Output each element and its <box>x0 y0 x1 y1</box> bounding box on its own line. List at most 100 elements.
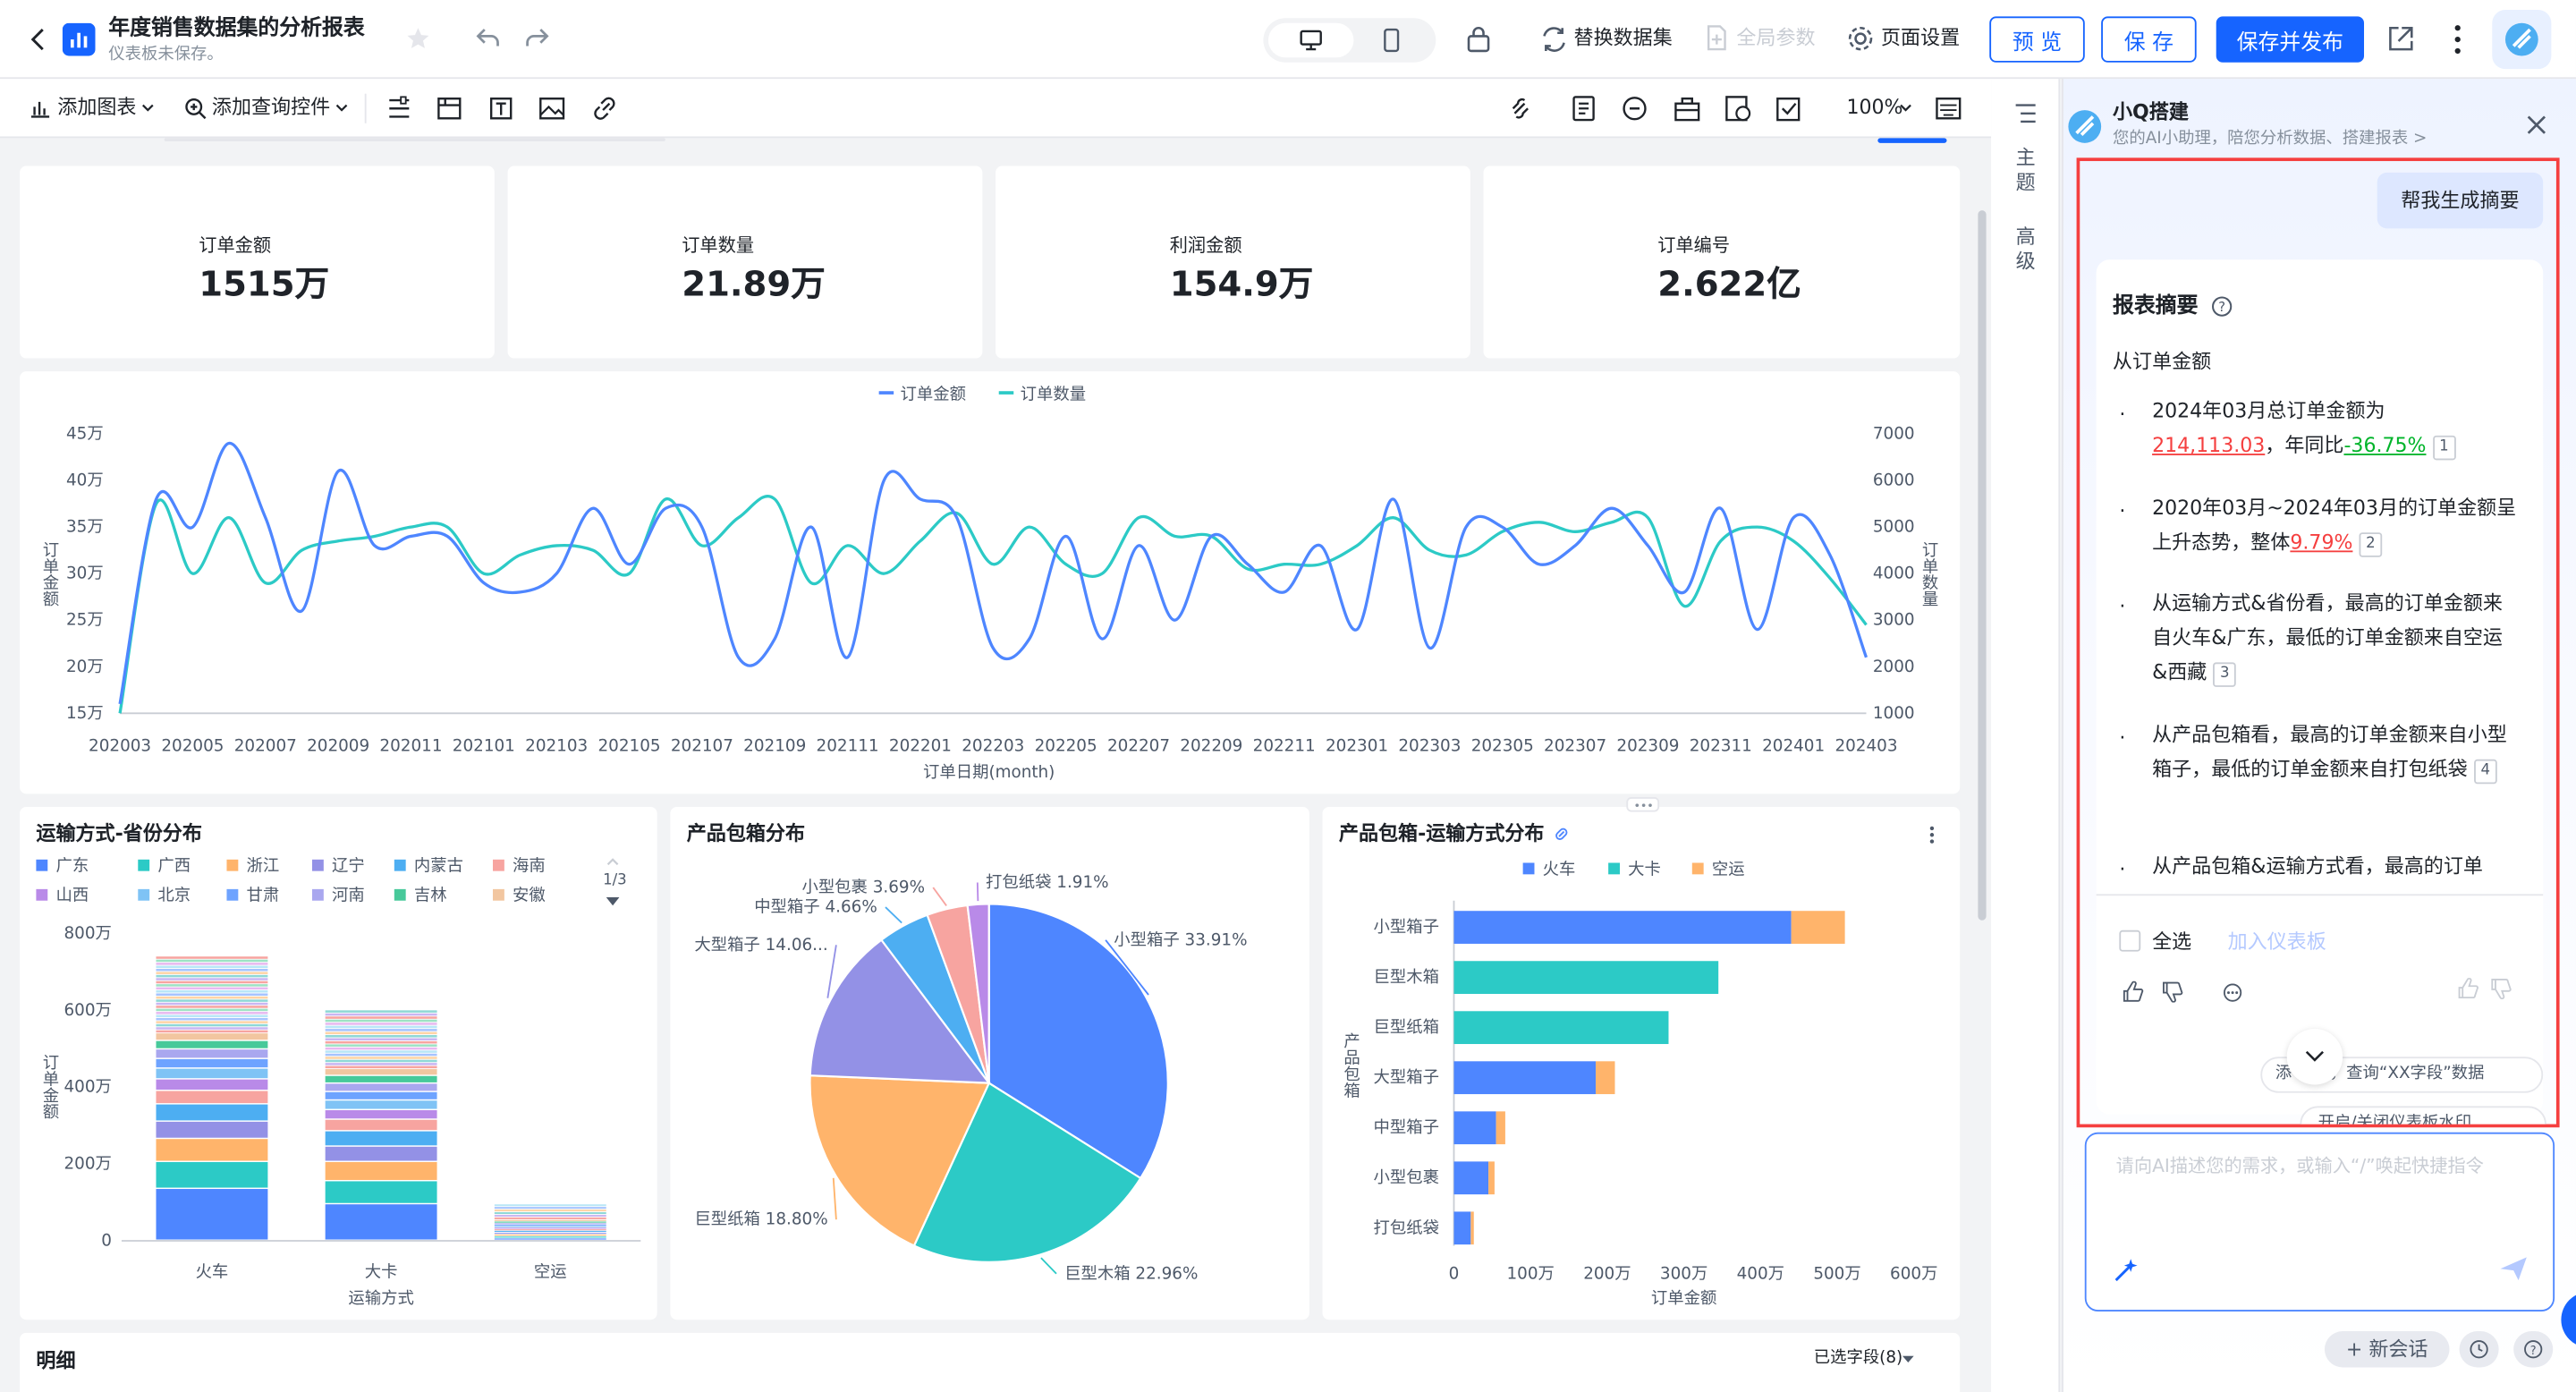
desktop-view-button[interactable] <box>1267 22 1354 58</box>
thumbs-up-icon[interactable] <box>2458 978 2479 999</box>
thumbs-down-icon[interactable] <box>2162 981 2183 1003</box>
legend-item[interactable]: 内蒙古 <box>394 859 463 876</box>
search-icon <box>185 98 207 120</box>
drag-handle[interactable] <box>1626 796 1660 812</box>
new-chat-button[interactable]: + 新会话 <box>2324 1331 2450 1368</box>
legend-item[interactable]: 海南 <box>493 859 546 876</box>
legend-next-icon[interactable] <box>606 897 620 907</box>
redo-icon[interactable] <box>524 26 550 49</box>
citation-tag[interactable]: 3 <box>2213 662 2236 687</box>
page-settings-button[interactable]: 页面设置 <box>1881 26 1961 50</box>
pie-slice <box>912 1082 1142 1263</box>
y-tick-label: 800万 <box>64 924 111 943</box>
more-vertical-icon[interactable] <box>1928 825 1935 845</box>
legend-item[interactable]: 山西 <box>36 888 89 905</box>
add-to-dashboard-button[interactable]: 加入仪表板 <box>2227 929 2326 954</box>
citation-tag[interactable]: 2 <box>2359 532 2382 557</box>
bar-segment <box>1488 1161 1495 1195</box>
assistant-subtitle[interactable]: 您的AI小助理，陪您分析数据、搭建报表 > <box>2112 130 2428 149</box>
thumbs-up-icon[interactable] <box>2123 980 2144 1003</box>
save-publish-button[interactable]: 保存并发布 <box>2216 16 2365 63</box>
replace-dataset-button[interactable]: 替换数据集 <box>1573 26 1673 50</box>
send-icon[interactable] <box>2499 1256 2529 1282</box>
image-icon[interactable] <box>538 97 565 120</box>
floating-side-button[interactable] <box>2561 1291 2576 1348</box>
link-icon[interactable] <box>591 96 617 122</box>
detail-table-card[interactable]: 明细 已选字段(8) <box>20 1332 1961 1392</box>
legend-item[interactable]: 河南 <box>311 888 365 905</box>
external-link-icon[interactable] <box>2387 25 2415 53</box>
scroll-down-button[interactable] <box>2286 1029 2343 1085</box>
citation-tag[interactable]: 1 <box>2432 435 2456 461</box>
legend-item[interactable]: 吉林 <box>394 888 447 905</box>
mobile-icon[interactable] <box>1384 28 1400 53</box>
citation-tag[interactable]: 4 <box>2474 759 2497 785</box>
add-query-control-button[interactable]: 添加查询控件 <box>211 95 331 119</box>
x-tick-label: 202107 <box>671 737 733 756</box>
hide-icon[interactable] <box>1725 96 1751 122</box>
more-vertical-icon[interactable] <box>2453 23 2462 56</box>
link-settings-icon[interactable] <box>1508 96 1534 122</box>
undo-icon[interactable] <box>475 26 501 49</box>
bullet-dot: · <box>2119 857 2126 881</box>
suggestion-chip-watermark[interactable]: 开启/关闭仪表板水印 <box>2300 1106 2546 1125</box>
checklist-icon[interactable] <box>1775 96 1801 122</box>
kpi-card-order-amount[interactable]: 订单金额 1515万 <box>20 166 495 359</box>
save-button[interactable]: 保 存 <box>2101 16 2197 63</box>
legend-item[interactable]: 辽宁 <box>311 859 365 876</box>
toolbox-icon[interactable] <box>1674 96 1700 122</box>
lock-icon[interactable] <box>1465 25 1491 53</box>
kpi-card-order-count[interactable]: 订单数量 21.89万 <box>507 166 983 359</box>
zoom-level[interactable]: 100% <box>1846 95 1903 119</box>
kpi-card-profit[interactable]: 利润金额 154.9万 <box>996 166 1470 359</box>
history-button[interactable] <box>2459 1331 2499 1368</box>
x-tick-label: 202311 <box>1690 737 1752 756</box>
legend-item[interactable]: 甘肃 <box>226 888 279 905</box>
top-bar: 年度销售数据集的分析报表 仪表板未保存。 替换数据集 全局参数 页面设置 预 览… <box>0 0 2576 80</box>
magic-wand-icon[interactable] <box>2113 1257 2139 1283</box>
comment-icon[interactable] <box>1622 96 1648 122</box>
outline-icon[interactable] <box>2014 104 2038 123</box>
thumbs-down-icon[interactable] <box>2490 978 2512 999</box>
close-icon[interactable] <box>2527 115 2546 135</box>
tab-theme[interactable]: 主题 <box>2015 146 2036 194</box>
kpi-card-order-id[interactable]: 订单编号 2.622亿 <box>1483 166 1961 359</box>
legend-item-order-amount[interactable]: 订单金额 <box>878 387 966 404</box>
help-icon[interactable]: ? <box>2211 296 2233 318</box>
document-icon[interactable] <box>1572 96 1596 122</box>
hbar-chart-card[interactable]: 产品包箱-运输方式分布 火车 大卡 空运 0 100万 200万 300万 400万 500万 6… <box>1322 796 1961 1320</box>
help-button[interactable]: ? <box>2513 1331 2554 1368</box>
ai-input-box[interactable]: 请向AI描述您的需求，或输入“/”唤起快捷指令 <box>2084 1132 2555 1312</box>
legend-item[interactable]: 浙江 <box>226 859 279 876</box>
legend-item[interactable]: 安徽 <box>493 888 546 905</box>
line-chart-card[interactable]: 订单金额 订单数量 15万 20万 25万 30万 35万 40万 45万 1000 2000 3… <box>20 371 1961 794</box>
filter-control-icon[interactable] <box>387 96 411 122</box>
tab-container-icon[interactable] <box>437 97 462 120</box>
x-tick-label: 202303 <box>1398 737 1461 756</box>
link-icon[interactable] <box>1553 825 1571 843</box>
pie-chart-card[interactable]: 产品包箱分布 小型箱子 33.91% 巨型木箱 22.96% 巨型纸箱 18.80%… <box>670 807 1309 1320</box>
more-horizontal-icon[interactable] <box>2223 983 2242 1003</box>
legend-item[interactable]: 广东 <box>36 859 89 876</box>
text-icon[interactable] <box>489 97 513 120</box>
ai-assistant-toggle[interactable] <box>2492 10 2552 70</box>
selected-fields-dropdown[interactable]: 已选字段(8) <box>1813 1349 1903 1368</box>
pie-slice-label: 中型箱子 4.66% <box>754 898 877 917</box>
legend-item[interactable]: 北京 <box>138 888 191 905</box>
global-params-button[interactable]: 全局参数 <box>1736 26 1816 50</box>
select-all-checkbox[interactable] <box>2119 929 2141 952</box>
legend-item-order-count[interactable]: 订单数量 <box>998 387 1086 404</box>
back-icon[interactable] <box>30 26 46 52</box>
add-chart-button[interactable]: 添加图表 <box>57 95 137 119</box>
pie-label-line <box>832 1177 837 1220</box>
star-icon[interactable] <box>406 26 431 51</box>
keyboard-icon[interactable] <box>1936 97 1962 120</box>
preview-button[interactable]: 预 览 <box>1989 16 2085 63</box>
stacked-bar-card[interactable]: 运输方式-省份分布 广东 广西 浙江 辽宁 内蒙古 海南 山西 北京 甘肃 河南 吉林 安徽 1/3 … <box>20 807 657 1320</box>
bar-segment <box>1596 1061 1615 1095</box>
legend-prev-icon[interactable] <box>606 856 620 866</box>
canvas-scrollbar[interactable] <box>1978 210 1987 921</box>
legend-item[interactable]: 广西 <box>138 859 191 876</box>
tab-advanced[interactable]: 高级 <box>2015 225 2036 273</box>
